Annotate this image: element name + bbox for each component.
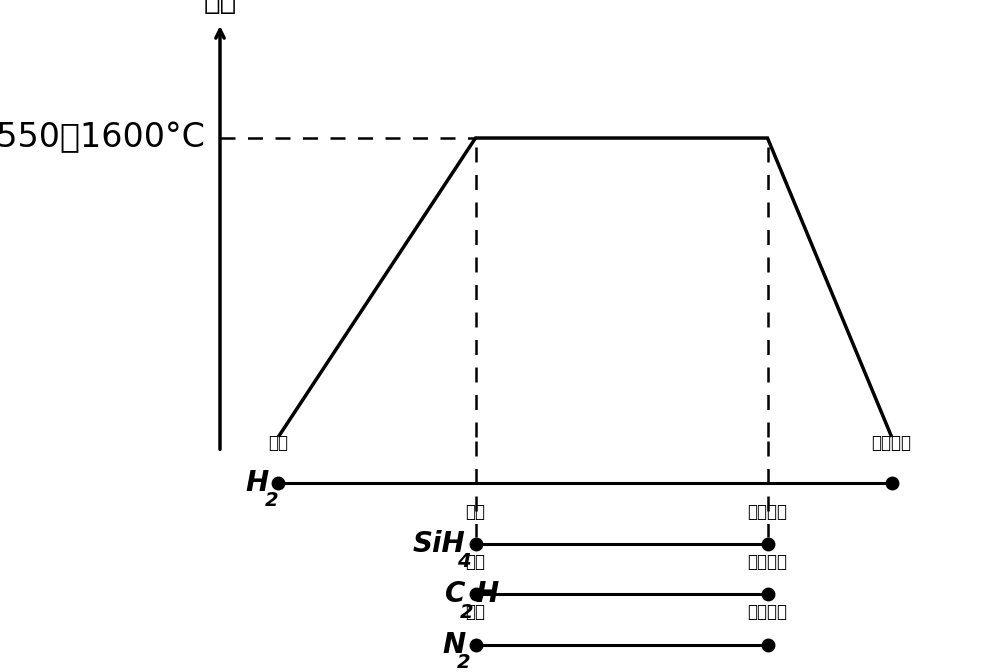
Text: 4: 4 [457, 552, 471, 571]
Text: 2: 2 [460, 603, 474, 622]
Text: 导入: 导入 [268, 434, 288, 452]
Text: 导入: 导入 [466, 603, 486, 622]
Text: H: H [476, 581, 499, 608]
Text: C: C [445, 581, 466, 608]
Text: 停止导入: 停止导入 [748, 553, 788, 571]
Text: 导入: 导入 [466, 553, 486, 571]
Text: 2: 2 [265, 491, 278, 510]
Text: 停止导入: 停止导入 [872, 434, 912, 452]
Text: SiH: SiH [413, 530, 466, 558]
Text: 停止导入: 停止导入 [748, 603, 788, 622]
Text: 导入: 导入 [466, 503, 486, 521]
Text: N: N [442, 631, 466, 659]
Text: 2: 2 [457, 653, 471, 672]
Text: 停止导入: 停止导入 [748, 503, 788, 521]
Text: 温度: 温度 [203, 0, 237, 15]
Text: 1550～1600°C: 1550～1600°C [0, 122, 205, 155]
Text: H: H [245, 469, 268, 497]
